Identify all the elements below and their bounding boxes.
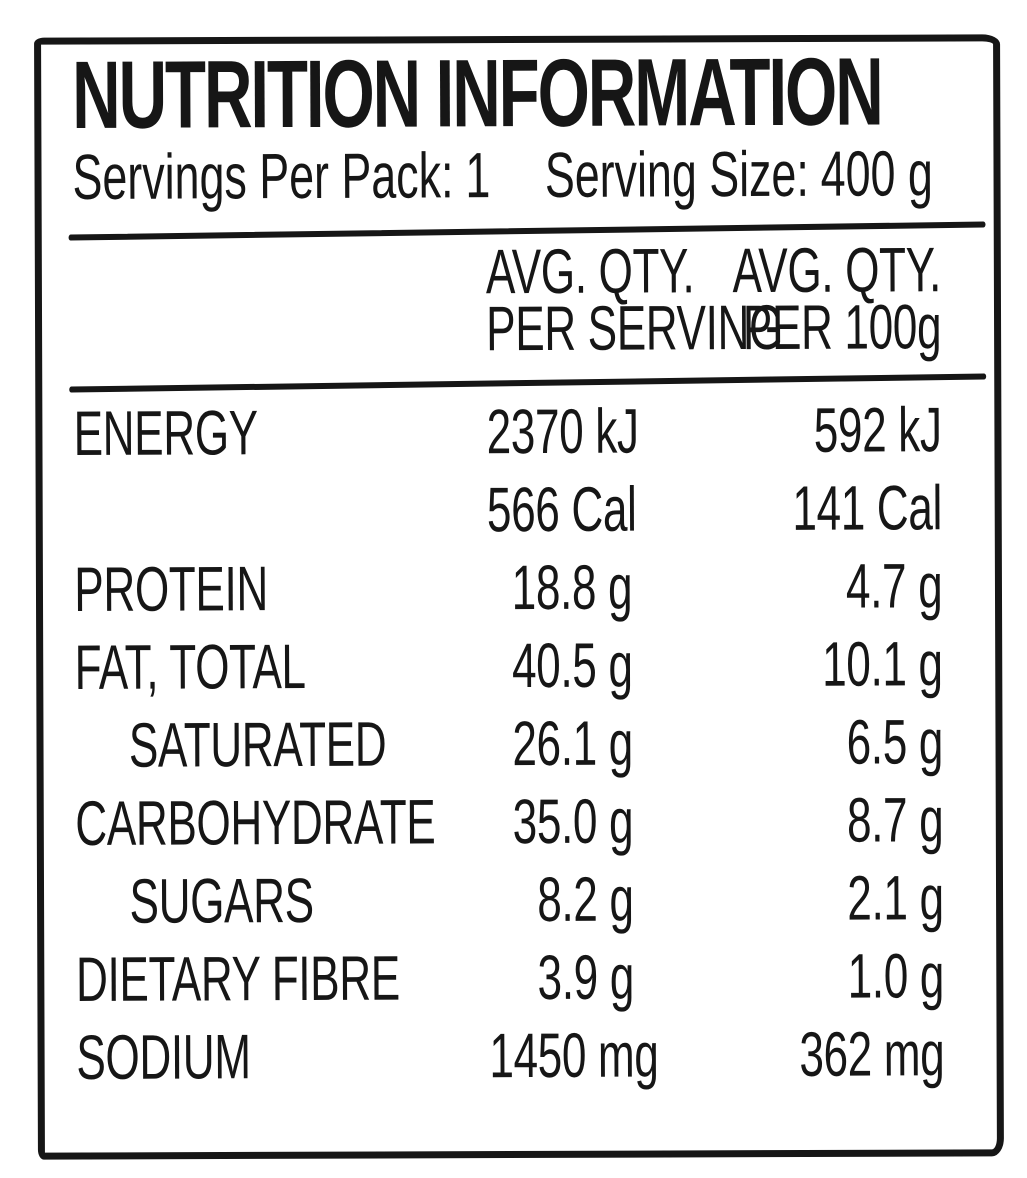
servings-per-pack: Servings Per Pack: 1 [72,139,491,213]
value-per-serving: 2370 kJ [486,396,639,468]
table-row-fat-total: FAT, TOTAL 40.5 g 10.1 g [74,625,943,707]
nutrient-name [74,471,487,551]
value-per-serving: 35.0 g [512,786,634,858]
col-header-per-100g: AVG. QTY. PER 100g [631,235,942,364]
serving-info: Servings Per Pack: 1 Serving Size: 400 g [72,137,933,213]
nutrient-name: SATURATED [128,709,387,781]
table-row-sugars: SUGARS 8.2 g 2.1 g [76,859,944,941]
value-per-serving: 1450 mg [489,1020,659,1092]
servings-per-pack-label: Servings Per Pack: [72,139,454,213]
label-title: NUTRITION INFORMATION [71,38,882,149]
col-header-per-serving: AVG. QTY. PER SERVING [485,236,784,365]
table-row-energy-cal: 566 Cal 141 Cal [74,469,942,551]
value-per-100g: 6.5 g [846,707,944,778]
value-per-100g: 10.1 g [821,629,943,700]
label-content: NUTRITION INFORMATION Servings Per Pack:… [68,38,987,1160]
serving-size: Serving Size: 400 g [544,137,933,211]
serving-size-label: Serving Size: [544,137,809,211]
nutrient-name: SUGARS [129,865,314,937]
column-headers: AVG. QTY. PER SERVING AVG. QTY. PER 100g [73,235,942,365]
servings-per-pack-value: 1 [465,139,491,212]
value-per-100g: 141 Cal [792,473,943,544]
value-per-serving: 40.5 g [511,630,633,702]
value-per-100g: 8.7 g [846,785,944,856]
table-row-dietary-fibre: DIETARY FIBRE 3.9 g 1.0 g [76,937,944,1019]
nutrient-name: SODIUM [76,1022,251,1093]
value-per-100g: 592 kJ [813,395,942,466]
value-per-100g: 1.0 g [847,941,945,1012]
value-per-serving: 18.8 g [511,552,633,624]
header-line: PER SERVING [486,292,784,365]
value-per-serving: 26.1 g [512,708,634,780]
nutrient-name: CARBOHYDRATE [75,787,436,859]
value-per-serving: 566 Cal [486,474,637,546]
nutrient-name: PROTEIN [74,554,269,625]
table-row-saturated: SATURATED 26.1 g 6.5 g [75,703,943,785]
nutrient-name: ENERGY [73,398,258,469]
table-row-protein: PROTEIN 18.8 g 4.7 g [74,547,942,629]
table-row-sodium: SODIUM 1450 mg 362 mg [76,1015,944,1097]
value-per-serving: 8.2 g [537,864,634,935]
value-per-100g: 4.7 g [845,551,943,622]
table-row-carbohydrate: CARBOHYDRATE 35.0 g 8.7 g [75,781,943,863]
header-line: AVG. QTY. [485,236,695,308]
value-per-100g: 2.1 g [847,863,944,934]
header-line: PER 100g [742,292,942,364]
serving-size-value: 400 g [820,137,933,210]
nutrient-table: ENERGY 2370 kJ 592 kJ 566 Cal 141 Cal PR… [73,391,944,1097]
divider-header [69,373,987,393]
value-per-serving: 3.9 g [537,942,635,1013]
table-row-energy: ENERGY 2370 kJ 592 kJ [73,391,941,473]
header-spacer [73,244,486,360]
nutrient-name: FAT, TOTAL [74,631,306,703]
value-per-100g: 362 mg [799,1019,945,1090]
nutrient-name: DIETARY FIBRE [75,943,401,1015]
